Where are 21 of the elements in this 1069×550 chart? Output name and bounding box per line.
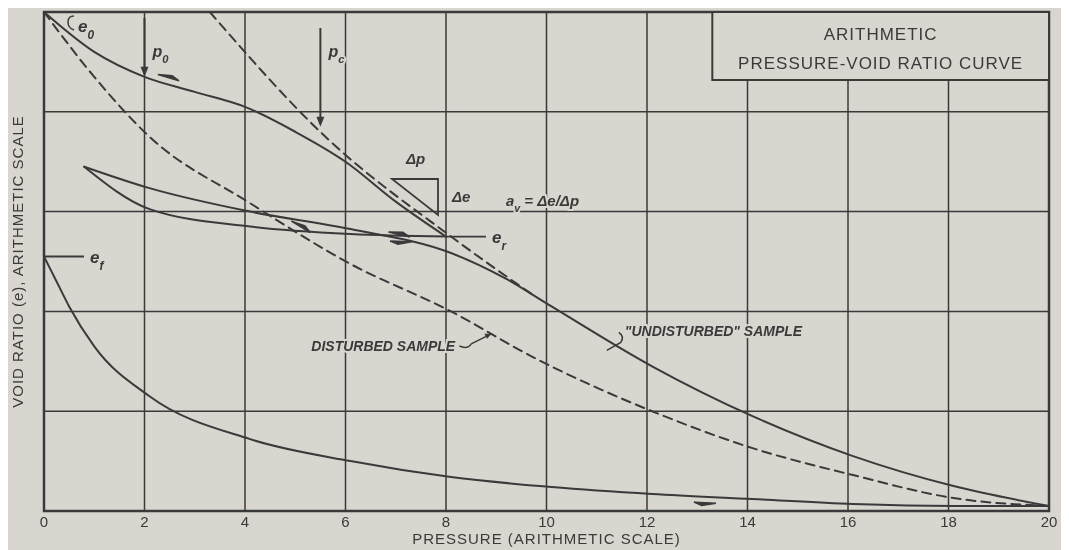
text: ARITHMETIC PRESSURE-VOID RATIO CURVE [738, 25, 1024, 73]
annotation: e$_{0}$ [78, 17, 95, 42]
annotation: Δp [405, 150, 426, 167]
x-tick-label: 10 [538, 513, 555, 530]
annotation: e$_{f}$ [90, 247, 105, 273]
x-tick-label: 20 [1040, 513, 1058, 530]
annotation: p$_{0}$ [151, 43, 170, 65]
x-tick-label: 14 [739, 513, 756, 530]
x-tick-label: 12 [638, 513, 656, 530]
x-tick-label: 8 [441, 513, 451, 530]
x-tick-label: 6 [341, 513, 350, 530]
annotation: p$_{c}$ [327, 43, 346, 65]
x-tick-label: 16 [839, 513, 857, 530]
x-tick-label: 4 [240, 513, 250, 530]
x-tick-label: 18 [940, 513, 957, 530]
annotation: Δe [451, 188, 471, 205]
x-tick-label: 2 [140, 513, 149, 530]
y-axis-title: VOID RATIO (e), ARITHMETIC SCALE [9, 115, 26, 408]
x-tick-label: 0 [39, 513, 49, 530]
annotation: e$_{r}$ [492, 227, 508, 253]
x-axis-title: PRESSURE (ARITHMETIC SCALE) [412, 530, 681, 547]
